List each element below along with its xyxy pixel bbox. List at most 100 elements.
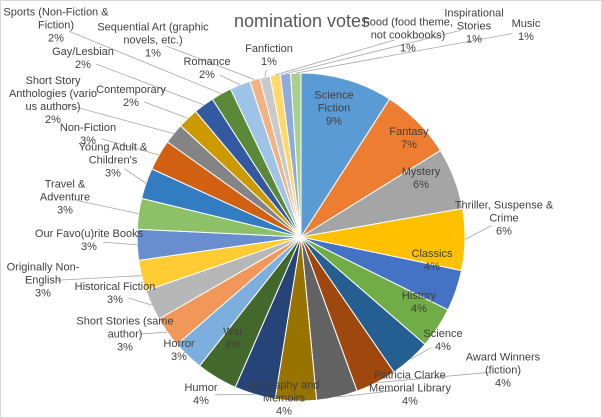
value-label: 3% — [107, 294, 123, 306]
value-label: 3% — [57, 204, 73, 217]
category-name: Fanfiction — [245, 43, 293, 55]
slice-label: Biography and Memoirs 4% — [234, 380, 334, 418]
category-name: Food (food theme, not cookbooks) — [363, 16, 453, 42]
leader-line — [78, 200, 139, 215]
category-name: Mystery — [401, 166, 441, 178]
category-name: Science — [423, 328, 463, 340]
leader-line — [66, 104, 174, 134]
leader-line — [219, 74, 241, 86]
category-name: Science Fiction — [314, 89, 354, 115]
slice-label: War 4% — [213, 326, 253, 352]
slice-label: Gay/Lesbian 2% — [43, 46, 123, 72]
category-name: Inspirational Stories — [444, 7, 504, 33]
value-label: 4% — [402, 395, 418, 408]
pie-slice — [290, 72, 302, 238]
leader-line — [102, 241, 138, 246]
slice-label: Horror 3% — [154, 338, 204, 364]
value-label: 3% — [80, 135, 96, 147]
slice-label: Romance 2% — [177, 56, 237, 82]
category-name: Contemporary — [96, 84, 166, 96]
value-label: 9% — [326, 115, 342, 128]
category-name: Romance — [183, 56, 231, 68]
slice-label: History 4% — [394, 290, 444, 316]
slice-label: Science Fiction 9% — [304, 90, 364, 129]
value-label: 3% — [35, 287, 51, 300]
value-label: 4% — [225, 339, 241, 351]
slice-label: Short Stories (same author) 3% — [70, 316, 180, 355]
category-name: Gay/Lesbian — [52, 46, 114, 58]
slice-label: Patricia Clarke Memorial Library 4% — [360, 370, 460, 409]
leader-line — [285, 29, 461, 75]
value-label: 4% — [424, 261, 440, 273]
slice-label: Award Winners (fiction) 4% — [463, 352, 543, 391]
leader-line — [464, 225, 492, 240]
leader-line — [337, 390, 397, 398]
slice-label: Historical Fiction 3% — [65, 281, 165, 307]
value-label: 6% — [413, 179, 429, 191]
category-name: Biography and Memoirs — [248, 379, 320, 405]
slice-label: Non-Fiction 3% — [53, 122, 123, 148]
slice-label: Originally Non-English 3% — [1, 261, 88, 301]
leader-line — [56, 275, 142, 281]
value-label: 4% — [435, 341, 451, 353]
category-name: Fantasy — [389, 126, 429, 138]
value-label: 1% — [400, 42, 416, 55]
slice-label: Food (food theme, not cookbooks) 1% — [363, 17, 453, 56]
value-label: 7% — [401, 139, 417, 151]
slice-label: Sports (Non-Fiction & Fiction) 2% — [1, 7, 111, 46]
category-name: Patricia Clarke Memorial Library — [369, 369, 451, 395]
pie-slice — [300, 72, 391, 239]
value-label: 1% — [261, 56, 277, 68]
category-name: Sequential Art (graphic novels, etc.) — [97, 21, 209, 47]
slice-label: Contemporary 2% — [86, 84, 176, 110]
chart-title: nomination votes — [233, 11, 371, 31]
slice-label: Sequential Art (graphic novels, etc.) 1% — [93, 22, 213, 61]
category-name: Humor — [184, 382, 218, 394]
slice-label: Short Story Anthologies (vario us author… — [3, 75, 103, 127]
slice-label: Fanfiction 1% — [239, 43, 299, 69]
category-name: Originally Non-English — [6, 261, 80, 287]
category-name: Short Story Anthologies (vario us author… — [8, 75, 98, 113]
slice-label: Fantasy 7% — [384, 126, 434, 152]
value-label: 1% — [466, 33, 482, 46]
value-label: 6% — [496, 225, 512, 238]
slice-label: Our Favo(u)rite Books 3% — [29, 228, 149, 254]
category-name: Award Winners (fiction) — [465, 351, 541, 377]
slice-label: Music 1% — [501, 18, 551, 44]
slice-label: Young Adult & Children's 3% — [68, 142, 158, 181]
value-label: 4% — [193, 395, 209, 407]
category-name: Music — [511, 18, 541, 30]
value-label: 2% — [75, 59, 91, 71]
category-name: History — [401, 290, 437, 302]
category-name: Our Favo(u)rite Books — [34, 228, 144, 240]
value-label: 1% — [145, 47, 161, 60]
leader-line — [274, 39, 395, 76]
category-name: Classics — [411, 248, 453, 260]
value-label: 2% — [48, 32, 64, 45]
leader-line — [138, 331, 168, 335]
value-label: 4% — [411, 303, 427, 315]
slice-label: Science 4% — [418, 328, 468, 354]
value-label: 1% — [518, 31, 534, 43]
leader-line — [124, 168, 147, 184]
category-name: Thriller, Suspense & Crime — [454, 199, 554, 225]
value-label: 2% — [199, 69, 215, 81]
value-label: 3% — [81, 241, 97, 253]
leader-line — [264, 69, 267, 78]
value-label: 3% — [117, 341, 133, 354]
category-name: Young Adult & Children's — [78, 141, 148, 167]
slice-label: Inspirational Stories 1% — [429, 8, 519, 47]
value-label: 2% — [45, 114, 61, 126]
leader-line — [410, 347, 431, 360]
slice-label: Humor 4% — [176, 382, 226, 408]
category-name: Non-Fiction — [59, 122, 117, 134]
leader-line — [128, 297, 152, 306]
leader-line — [101, 138, 160, 156]
leader-line — [376, 371, 490, 384]
slice-label: Thriller, Suspense & Crime 6% — [449, 200, 559, 239]
slice-label: Travel & Adventure 3% — [25, 179, 105, 218]
value-label: 3% — [105, 167, 121, 180]
slice-label: Classics 4% — [407, 248, 457, 274]
